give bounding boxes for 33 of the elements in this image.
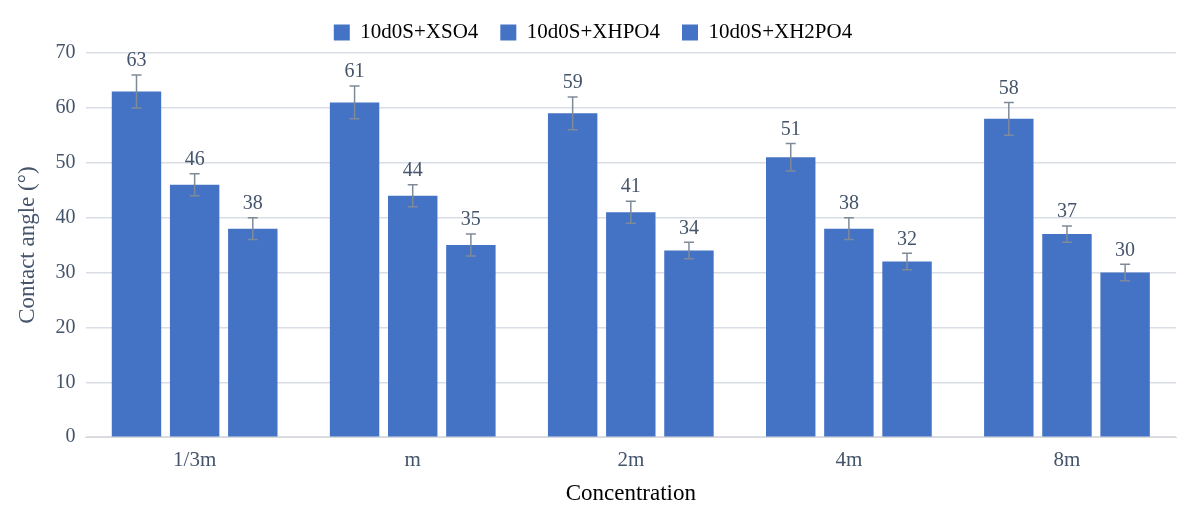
- data-label: 61: [344, 59, 365, 82]
- y-tick-label: 50: [55, 150, 76, 173]
- legend-label: 10d0S+XSO4: [360, 19, 479, 44]
- y-tick-label: 0: [65, 424, 76, 447]
- y-tick-label: 70: [55, 40, 76, 63]
- legend-label: 10d0S+XH2PO4: [708, 19, 853, 44]
- data-label: 41: [620, 174, 641, 197]
- y-tick-label: 30: [55, 259, 76, 282]
- x-tick-label: m: [404, 447, 421, 472]
- x-tick-label: 8m: [1053, 447, 1081, 472]
- data-label: 38: [242, 190, 263, 213]
- data-label: 35: [460, 207, 481, 230]
- x-axis-title: Concentration: [565, 480, 697, 506]
- legend-label: 10d0S+XHPO4: [526, 19, 661, 44]
- y-tick-label: 40: [55, 204, 76, 227]
- x-tick-label: 2m: [617, 447, 645, 472]
- data-label: 37: [1056, 199, 1077, 222]
- data-label: 46: [184, 147, 205, 169]
- data-label: 63: [126, 48, 147, 71]
- y-axis-title: Contact angle (°): [13, 166, 39, 324]
- data-label: 59: [562, 70, 583, 93]
- y-tick-label: 60: [55, 95, 76, 118]
- data-label: 44: [402, 157, 423, 180]
- data-label: 38: [838, 190, 859, 213]
- data-label: 58: [998, 75, 1019, 98]
- data-label: 51: [780, 116, 801, 139]
- data-label: 34: [678, 215, 699, 238]
- data-label: 32: [897, 226, 918, 249]
- x-tick-label: 1/3m: [173, 447, 217, 472]
- data-label: 30: [1115, 237, 1136, 260]
- y-tick-label: 20: [55, 314, 76, 337]
- y-tick-label: 10: [55, 369, 76, 392]
- x-tick-label: 4m: [835, 447, 863, 472]
